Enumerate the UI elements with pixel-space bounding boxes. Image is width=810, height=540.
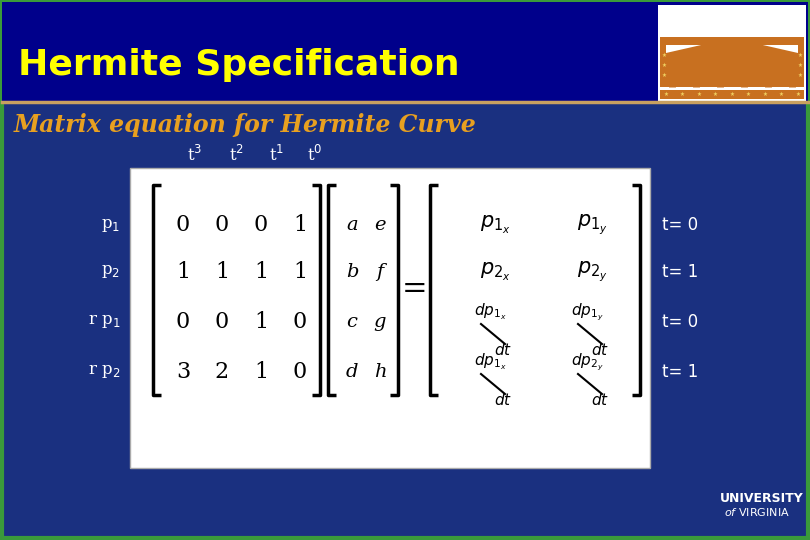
Text: 3: 3: [176, 361, 190, 383]
Text: ★: ★: [762, 91, 767, 97]
Text: $dt$: $dt$: [494, 342, 512, 358]
Text: c: c: [347, 313, 357, 331]
Text: $dp_{1_y}$: $dp_{1_y}$: [570, 301, 603, 322]
Text: $dt$: $dt$: [494, 392, 512, 408]
Text: Hermite Specification: Hermite Specification: [18, 48, 459, 82]
Bar: [660, 90, 804, 99]
Text: 0: 0: [293, 311, 307, 333]
Text: $dp_{2_y}$: $dp_{2_y}$: [570, 352, 603, 373]
Text: 0: 0: [176, 311, 190, 333]
Text: 0: 0: [215, 214, 229, 236]
Text: ★: ★: [798, 63, 803, 68]
Text: d: d: [346, 363, 358, 381]
Text: r p$_2$: r p$_2$: [87, 363, 120, 381]
Bar: [658, 5, 806, 101]
Text: 0: 0: [293, 361, 307, 383]
Text: 0: 0: [176, 214, 190, 236]
Text: p$_2$: p$_2$: [101, 264, 120, 280]
Text: $p_{2_x}$: $p_{2_x}$: [480, 261, 510, 283]
Text: h: h: [373, 363, 386, 381]
Text: $dt$: $dt$: [591, 392, 609, 408]
Bar: [660, 7, 804, 37]
Text: $dp_{1_x}$: $dp_{1_x}$: [474, 302, 506, 322]
Text: 0: 0: [254, 214, 268, 236]
Text: ★: ★: [662, 72, 667, 78]
Text: $\mathit{of}$ VIRGINIA: $\mathit{of}$ VIRGINIA: [724, 506, 790, 518]
Text: t$^0$: t$^0$: [307, 145, 322, 165]
Text: t= 1: t= 1: [662, 363, 698, 381]
Bar: [666, 45, 798, 53]
Text: t$^1$: t$^1$: [270, 145, 284, 165]
Text: 0: 0: [215, 311, 229, 333]
Text: ★: ★: [680, 91, 685, 97]
Text: $dt$: $dt$: [591, 342, 609, 358]
Text: e: e: [374, 216, 386, 234]
Bar: [660, 7, 804, 99]
Text: UNIVERSITY: UNIVERSITY: [720, 491, 804, 504]
Text: ★: ★: [663, 91, 668, 97]
Bar: [2, 2, 808, 102]
Text: 1: 1: [254, 361, 268, 383]
Text: 1: 1: [293, 214, 307, 236]
Text: f: f: [377, 263, 384, 281]
Text: Matrix equation for Hermite Curve: Matrix equation for Hermite Curve: [14, 113, 477, 137]
Text: ★: ★: [662, 63, 667, 68]
Text: t= 0: t= 0: [662, 313, 698, 331]
Text: t$^3$: t$^3$: [187, 145, 202, 165]
Text: t= 0: t= 0: [662, 216, 698, 234]
Text: a: a: [346, 216, 358, 234]
Text: $p_{1_x}$: $p_{1_x}$: [480, 214, 510, 236]
Text: p$_1$: p$_1$: [100, 217, 120, 233]
Text: 1: 1: [176, 261, 190, 283]
Bar: [130, 168, 650, 468]
Text: ★: ★: [795, 91, 800, 97]
Text: t= 1: t= 1: [662, 263, 698, 281]
Text: 2: 2: [215, 361, 229, 383]
Text: ★: ★: [779, 91, 784, 97]
Text: g: g: [373, 313, 386, 331]
Text: t$^2$: t$^2$: [229, 145, 245, 165]
Text: 1: 1: [254, 311, 268, 333]
Text: ★: ★: [697, 91, 701, 97]
Polygon shape: [666, 38, 798, 53]
Text: b: b: [346, 263, 358, 281]
Text: ★: ★: [730, 91, 735, 97]
Text: 1: 1: [293, 261, 307, 283]
Text: 1: 1: [254, 261, 268, 283]
Text: ★: ★: [713, 91, 718, 97]
Text: ★: ★: [798, 72, 803, 78]
Text: $p_{2_y}$: $p_{2_y}$: [577, 260, 608, 284]
Text: r p$_1$: r p$_1$: [87, 314, 120, 330]
Text: =: =: [403, 274, 428, 306]
Text: ★: ★: [746, 91, 751, 97]
Text: 1: 1: [215, 261, 229, 283]
Text: $dp_{1_x}$: $dp_{1_x}$: [474, 352, 506, 372]
Text: $p_{1_y}$: $p_{1_y}$: [577, 213, 608, 237]
Bar: [660, 87, 804, 90]
Text: ★: ★: [662, 52, 667, 57]
Text: ★: ★: [798, 52, 803, 57]
Wedge shape: [696, 43, 768, 79]
